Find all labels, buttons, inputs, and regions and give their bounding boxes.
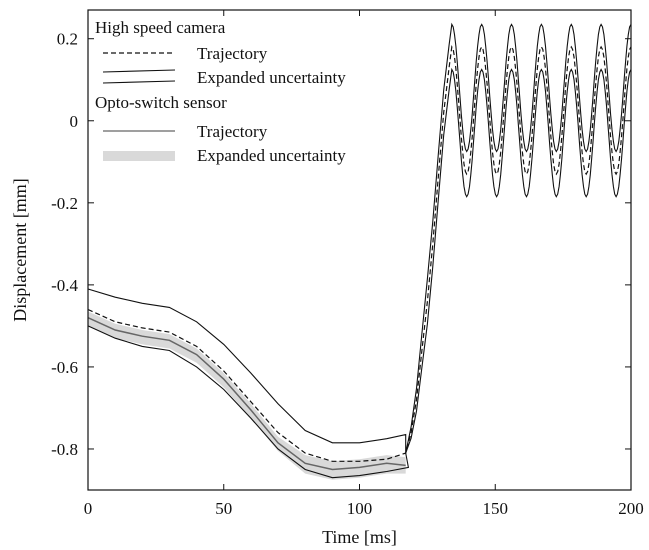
x-tick-label: 50 xyxy=(215,499,232,518)
opto-uncertainty-band xyxy=(88,311,406,480)
plot-frame xyxy=(87,9,632,491)
camera-uncertainty-lower-line xyxy=(87,67,632,479)
legend: High speed camera Trajectory Expanded un… xyxy=(95,18,346,165)
legend-item-label: Trajectory xyxy=(197,122,268,141)
x-tick-label: 150 xyxy=(483,499,509,518)
legend-item-label: Expanded uncertainty xyxy=(197,68,346,87)
legend-item-label: Trajectory xyxy=(197,44,268,63)
y-tick-label: -0.6 xyxy=(51,358,78,377)
opto-trajectory-line xyxy=(87,317,406,471)
y-tick-label: -0.2 xyxy=(51,194,78,213)
legend-item-label: Expanded uncertainty xyxy=(197,146,346,165)
x-axis-title: Time [ms] xyxy=(322,527,397,547)
camera-trajectory-line xyxy=(87,44,632,462)
x-tick-label: 200 xyxy=(618,499,644,518)
legend-key-opto-uncertainty xyxy=(103,151,175,161)
y-tick-label: 0 xyxy=(70,112,79,131)
x-tick-label: 0 xyxy=(84,499,93,518)
legend-key-camera-uncertainty xyxy=(102,69,176,73)
legend-group-title: High speed camera xyxy=(95,18,226,37)
legend-key-camera-uncertainty xyxy=(102,80,176,84)
y-tick-label: -0.4 xyxy=(51,276,78,295)
y-axis: -0.8 -0.6 -0.4 -0.2 0 0.2 xyxy=(51,30,631,459)
y-tick-label: 0.2 xyxy=(57,30,78,49)
camera-uncertainty-upper-line xyxy=(87,22,632,454)
x-tick-label: 100 xyxy=(347,499,373,518)
y-tick-label: -0.8 xyxy=(51,440,78,459)
y-axis-title: Displacement [mm] xyxy=(10,178,30,321)
x-axis: 0 50 100 150 200 xyxy=(84,10,644,518)
legend-group-title: Opto-switch sensor xyxy=(95,93,227,112)
plot-marks xyxy=(87,22,632,480)
